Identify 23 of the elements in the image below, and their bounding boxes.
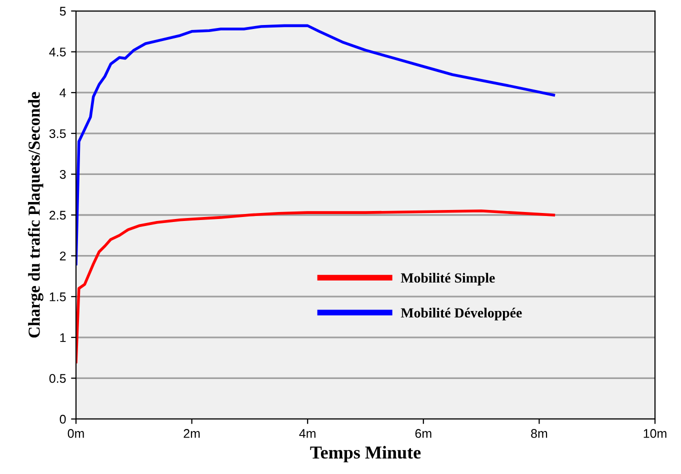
y-tick-label: 4 bbox=[60, 88, 66, 98]
y-tick-label: 5 bbox=[60, 6, 66, 16]
y-tick-label: 2 bbox=[60, 252, 66, 260]
y-axis-title: Charge du trafic Plaquets/Seconde bbox=[28, 92, 44, 338]
y-tick-label: 1 bbox=[60, 333, 66, 342]
legend-label: Mobilité Développée bbox=[400, 308, 522, 320]
x-tick-label: 8m bbox=[531, 429, 548, 438]
line-series bbox=[76, 210, 556, 364]
y-tick-label: 3.5 bbox=[49, 129, 66, 138]
y-tick-label: 2.5 bbox=[50, 210, 66, 220]
y-tick-label: 1.5 bbox=[50, 292, 66, 302]
y-tick-label: 0 bbox=[60, 414, 66, 424]
legend-label: Mobilité Simple bbox=[400, 272, 495, 286]
y-tick-label: 0.5 bbox=[49, 374, 66, 383]
x-tick-label: 6m bbox=[415, 429, 432, 438]
y-tick-label: 3 bbox=[60, 170, 66, 179]
x-tick-label: 0m bbox=[68, 429, 84, 438]
y-tick-label: 4.5 bbox=[49, 48, 66, 56]
x-tick-label: 10m bbox=[644, 429, 666, 438]
x-tick-label: 2m bbox=[184, 429, 200, 438]
x-axis-title: Temps Minute bbox=[310, 446, 421, 462]
x-tick-label: 4m bbox=[299, 429, 316, 438]
line-series bbox=[76, 24, 556, 266]
